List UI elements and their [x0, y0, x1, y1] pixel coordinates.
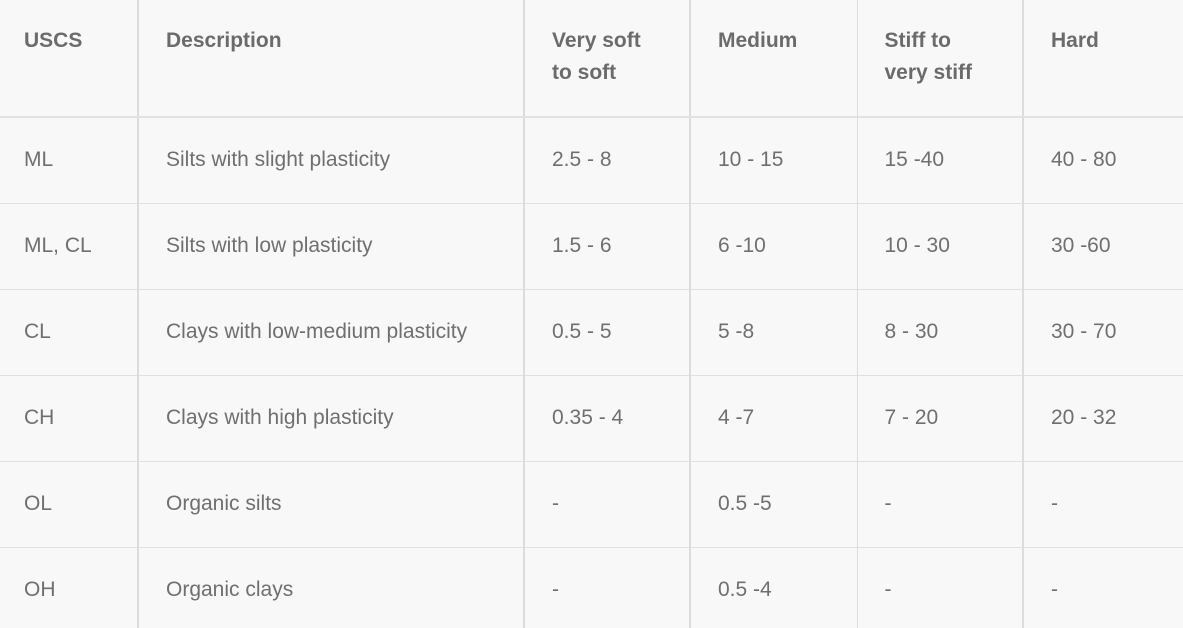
cell-very-soft-to-soft: 0.35 - 4	[524, 375, 691, 462]
cell-uscs: OL	[0, 461, 139, 548]
cell-stiff-to-very-stiff: -	[857, 547, 1024, 628]
table-row: CH Clays with high plasticity 0.35 - 4 4…	[0, 375, 1183, 462]
cell-uscs: ML	[0, 117, 139, 204]
cell-description: Silts with slight plasticity	[138, 117, 525, 204]
header-very-soft-to-soft: Very soft to soft	[524, 0, 691, 118]
header-description: Description	[138, 0, 525, 118]
cell-very-soft-to-soft: 1.5 - 6	[524, 203, 691, 290]
cell-very-soft-to-soft: -	[524, 461, 691, 548]
cell-uscs: CL	[0, 289, 139, 376]
cell-stiff-to-very-stiff: -	[857, 461, 1024, 548]
cell-description: Organic clays	[138, 547, 525, 628]
cell-very-soft-to-soft: 0.5 - 5	[524, 289, 691, 376]
cell-very-soft-to-soft: -	[524, 547, 691, 628]
cell-uscs: ML, CL	[0, 203, 139, 290]
cell-medium: 6 -10	[690, 203, 858, 290]
cell-medium: 0.5 -4	[690, 547, 858, 628]
cell-stiff-to-very-stiff: 10 - 30	[857, 203, 1024, 290]
cell-description: Organic silts	[138, 461, 525, 548]
cell-very-soft-to-soft: 2.5 - 8	[524, 117, 691, 204]
cell-stiff-to-very-stiff: 8 - 30	[857, 289, 1024, 376]
header-stiff-to-very-stiff: Stiff to very stiff	[857, 0, 1024, 118]
cell-medium: 5 -8	[690, 289, 858, 376]
table-row: OL Organic silts - 0.5 -5 - -	[0, 461, 1183, 548]
header-medium: Medium	[690, 0, 858, 118]
cell-hard: 20 - 32	[1023, 375, 1183, 462]
cell-uscs: OH	[0, 547, 139, 628]
cell-stiff-to-very-stiff: 7 - 20	[857, 375, 1024, 462]
cell-medium: 4 -7	[690, 375, 858, 462]
cell-hard: 40 - 80	[1023, 117, 1183, 204]
cell-description: Silts with low plasticity	[138, 203, 525, 290]
cell-uscs: CH	[0, 375, 139, 462]
cell-description: Clays with high plasticity	[138, 375, 525, 462]
table-row: ML, CL Silts with low plasticity 1.5 - 6…	[0, 203, 1183, 290]
table-row: OH Organic clays - 0.5 -4 - -	[0, 547, 1183, 628]
cell-hard: 30 - 70	[1023, 289, 1183, 376]
cell-hard: -	[1051, 577, 1058, 601]
cell-stiff-to-very-stiff: 15 -40	[857, 117, 1024, 204]
cell-medium: 10 - 15	[690, 117, 858, 204]
header-hard: Hard	[1023, 0, 1183, 118]
table-row: ML Silts with slight plasticity 2.5 - 8 …	[0, 117, 1183, 204]
table-header-row: USCS Description Very soft to soft Mediu…	[0, 0, 1183, 118]
cell-hard: -	[1023, 461, 1183, 548]
cell-medium: 0.5 -5	[690, 461, 858, 548]
header-uscs: USCS	[0, 0, 139, 118]
cell-description: Clays with low-medium plasticity	[138, 289, 525, 376]
cell-hard: 30 -60	[1023, 203, 1183, 290]
table-row: CL Clays with low-medium plasticity 0.5 …	[0, 289, 1183, 376]
